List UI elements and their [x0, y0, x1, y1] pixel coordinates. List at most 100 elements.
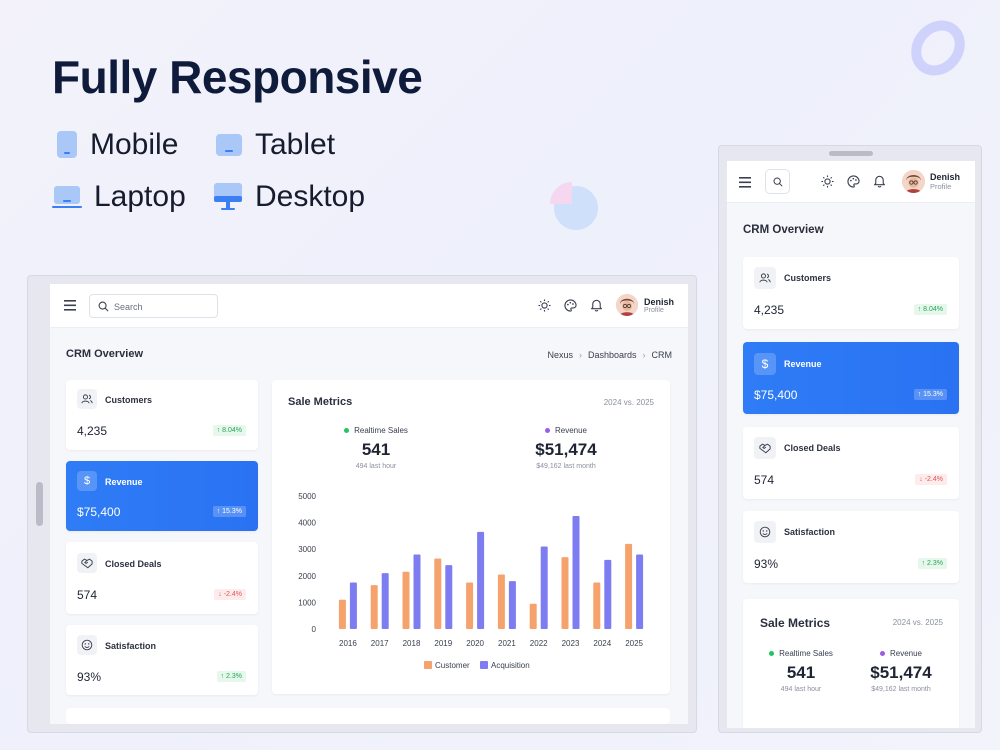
stat-value: 4,235 — [77, 424, 108, 438]
device-mobile: Mobile — [56, 128, 178, 162]
bar-customer-2023[interactable] — [561, 557, 569, 629]
bar-customer-2020[interactable] — [466, 582, 474, 629]
status-dot — [769, 651, 775, 656]
stat-value: 4,235 — [754, 303, 785, 317]
page-title: CRM Overview — [66, 348, 144, 360]
y-tick-label: 0 — [312, 625, 317, 634]
bar-acquisition-2021[interactable] — [508, 581, 516, 629]
kpi-revenue: Revenue $51,474 $49,162 last month — [506, 426, 626, 470]
stat-label: Satisfaction — [784, 527, 836, 537]
stat-card-customers[interactable]: Customers 4,235 ↑ 8.04% — [743, 257, 959, 329]
stat-label: Closed Deals — [784, 443, 841, 453]
search-button[interactable] — [765, 169, 790, 194]
bar-customer-2025[interactable] — [625, 543, 633, 629]
breadcrumb-item-dashboards[interactable]: Dashboards — [587, 350, 637, 360]
x-tick-label: 2017 — [371, 639, 389, 648]
kpi-label: Revenue — [554, 426, 588, 435]
stat-change: -2.4% — [924, 476, 943, 483]
bar-acquisition-2024[interactable] — [604, 559, 612, 629]
arrow-up-icon: ↑ — [220, 673, 225, 680]
menu-icon[interactable] — [739, 177, 751, 188]
stat-value: $75,400 — [77, 505, 121, 519]
stat-card-revenue[interactable]: $ Revenue $75,400 ↑ 15.3% — [743, 342, 959, 414]
stat-card-revenue[interactable]: $ Revenue $75,400 ↑ 15.3% — [66, 461, 258, 531]
stat-label: Customers — [784, 273, 832, 283]
device-label-mobile: Mobile — [90, 128, 179, 161]
kpi-sub: $49,162 last month — [536, 463, 596, 470]
bar-customer-2022[interactable] — [529, 603, 537, 629]
stat-change-badge: ↑ 8.04% — [913, 304, 947, 315]
bar-acquisition-2022[interactable] — [540, 546, 548, 629]
bar-customer-2019[interactable] — [434, 558, 442, 629]
stat-change-badge: ↑ 8.04% — [212, 425, 246, 436]
dollar-icon: $ — [754, 353, 776, 375]
stat-value: 93% — [77, 670, 102, 684]
stat-value: 574 — [77, 588, 98, 602]
arrow-up-icon: ↑ — [917, 391, 922, 398]
palette-icon[interactable] — [847, 175, 860, 188]
search-icon — [98, 301, 109, 312]
stat-card-satisfaction[interactable]: Satisfaction 93% ↑ 2.3% — [66, 625, 258, 695]
x-tick-label: 2022 — [530, 639, 548, 648]
laptop-mockup: Denish Profile CRM Overview Nexus › Dash… — [27, 275, 697, 733]
device-label-laptop: Laptop — [94, 180, 186, 213]
stat-label: Closed Deals — [105, 559, 162, 569]
search-input[interactable] — [114, 299, 212, 314]
stat-card-satisfaction[interactable]: Satisfaction 93% ↑ 2.3% — [743, 511, 959, 583]
kpi-label: Revenue — [889, 649, 923, 658]
bell-icon[interactable] — [590, 298, 603, 312]
bar-acquisition-2018[interactable] — [413, 554, 421, 629]
bar-customer-2017[interactable] — [370, 585, 378, 629]
bar-customer-2018[interactable] — [402, 571, 410, 629]
bar-acquisition-2023[interactable] — [572, 515, 580, 629]
phone-screen: Denish Profile CRM Overview Customers 4,… — [727, 161, 975, 728]
profile-name: Denish — [644, 296, 675, 307]
dollar-icon: $ — [77, 471, 97, 491]
decorative-pie-icon — [550, 182, 598, 230]
bar-customer-2024[interactable] — [593, 582, 601, 629]
stat-label: Customers — [105, 395, 153, 405]
sun-icon[interactable] — [821, 175, 834, 188]
arrow-up-icon: ↑ — [921, 560, 926, 567]
profile-menu[interactable]: Denish Profile — [616, 294, 674, 316]
stat-card-closed-deals[interactable]: Closed Deals 574 ↓ -2.4% — [743, 427, 959, 499]
legend-label[interactable]: Acquisition — [491, 661, 530, 670]
palette-icon[interactable] — [564, 299, 577, 312]
arrow-up-icon: ↑ — [216, 427, 221, 434]
breadcrumb-item-nexus[interactable]: Nexus — [547, 350, 573, 360]
arrow-up-icon: ↑ — [917, 306, 922, 313]
x-tick-label: 2016 — [339, 639, 357, 648]
stat-change-badge: ↑ 2.3% — [216, 671, 246, 682]
profile-role: Profile — [644, 306, 664, 314]
kpi-realtime-sales: Realtime Sales 541 494 last hour — [741, 649, 861, 693]
bell-icon[interactable] — [873, 174, 886, 188]
desktop-icon — [214, 183, 242, 210]
stat-card-closed-deals[interactable]: Closed Deals 574 ↓ -2.4% — [66, 542, 258, 614]
users-icon — [77, 389, 97, 409]
kpi-label: Realtime Sales — [354, 426, 408, 435]
bar-acquisition-2020[interactable] — [477, 531, 485, 629]
bar-acquisition-2017[interactable] — [381, 573, 389, 629]
headline: Fully Responsive — [52, 51, 423, 103]
profile-menu[interactable]: Denish Profile — [902, 170, 960, 193]
bar-customer-2016[interactable] — [338, 599, 346, 629]
stat-card-customers[interactable]: Customers 4,235 ↑ 8.04% — [66, 380, 258, 450]
stat-value: 574 — [754, 473, 775, 487]
bar-acquisition-2016[interactable] — [349, 582, 357, 629]
menu-icon[interactable] — [64, 300, 76, 311]
bar-acquisition-2025[interactable] — [636, 554, 644, 629]
search-box[interactable] — [89, 294, 218, 318]
stat-label: Revenue — [784, 359, 822, 369]
kpi-sub: 494 last hour — [780, 686, 822, 693]
legend-label[interactable]: Customer — [435, 661, 470, 670]
stat-value: 93% — [754, 557, 779, 571]
y-tick-label: 2000 — [298, 572, 316, 581]
chevron-right-icon: › — [642, 350, 646, 360]
sale-metrics-title: Sale Metrics — [288, 396, 353, 408]
bar-customer-2021[interactable] — [497, 574, 505, 629]
sun-icon[interactable] — [538, 299, 551, 312]
stat-change: 8.04% — [222, 427, 242, 434]
sale-metrics-chart: 0 1000 2000 3000 4000 5000 2016 2017 2018 2019 202… — [298, 492, 644, 670]
arrow-down-icon: ↓ — [218, 591, 222, 598]
bar-acquisition-2019[interactable] — [445, 565, 453, 629]
